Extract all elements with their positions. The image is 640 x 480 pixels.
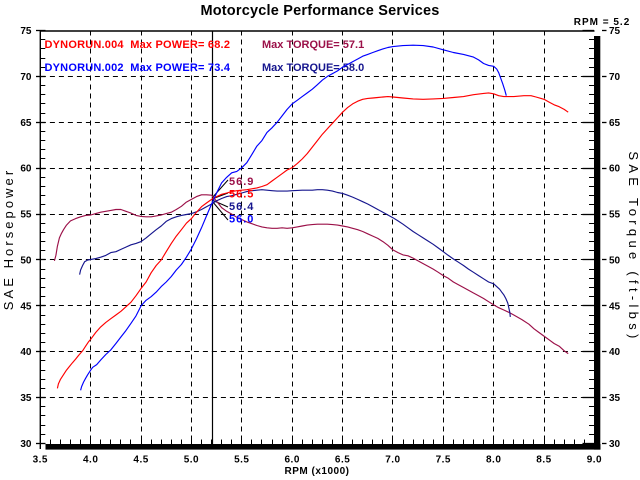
svg-text:45: 45 [20, 301, 32, 312]
svg-text:56.0: 56.0 [229, 214, 254, 226]
svg-text:60: 60 [20, 164, 32, 175]
svg-text:40: 40 [20, 347, 32, 358]
svg-text:35: 35 [20, 393, 32, 404]
svg-text:30: 30 [20, 439, 32, 450]
svg-text:65: 65 [20, 118, 32, 129]
svg-text:55: 55 [609, 210, 621, 221]
svg-text:Max TORQUE= 58.0: Max TORQUE= 58.0 [262, 62, 364, 74]
svg-text:45: 45 [609, 301, 621, 312]
svg-text:70: 70 [20, 72, 32, 83]
svg-text:7.0: 7.0 [385, 455, 400, 466]
svg-text:8.0: 8.0 [486, 455, 501, 466]
svg-text:75: 75 [20, 26, 32, 37]
svg-text:56.9: 56.9 [229, 176, 254, 188]
svg-text:DYNORUN.004 Max POWER= 68.2: DYNORUN.004 Max POWER= 68.2 [45, 39, 231, 51]
svg-text:DYNORUN.002 Max POWER= 73.4: DYNORUN.002 Max POWER= 73.4 [45, 62, 231, 74]
svg-text:8.5: 8.5 [536, 455, 551, 466]
svg-text:6.5: 6.5 [335, 455, 350, 466]
svg-text:9.0: 9.0 [587, 455, 602, 466]
svg-text:RPM = 5.2: RPM = 5.2 [574, 17, 631, 28]
svg-text:Max TORQUE= 57.1: Max TORQUE= 57.1 [262, 39, 364, 51]
svg-text:7.5: 7.5 [436, 455, 451, 466]
svg-text:4.5: 4.5 [133, 455, 148, 466]
svg-text:56.5: 56.5 [229, 189, 254, 201]
svg-text:40: 40 [609, 347, 621, 358]
svg-text:3.5: 3.5 [33, 455, 48, 466]
svg-text:65: 65 [609, 118, 621, 129]
svg-text:50: 50 [20, 256, 32, 267]
svg-text:5.0: 5.0 [184, 455, 199, 466]
svg-text:35: 35 [609, 393, 621, 404]
svg-text:70: 70 [609, 72, 621, 83]
svg-text:55: 55 [20, 210, 32, 221]
svg-text:4.0: 4.0 [83, 455, 98, 466]
svg-text:SAE Torque (ft-lbs): SAE Torque (ft-lbs) [626, 151, 640, 342]
svg-text:5.5: 5.5 [234, 455, 249, 466]
svg-text:60: 60 [609, 164, 621, 175]
svg-text:75: 75 [609, 26, 621, 37]
svg-text:6.0: 6.0 [284, 455, 299, 466]
svg-text:SAE Horsepower: SAE Horsepower [1, 168, 16, 310]
svg-text:RPM (x1000): RPM (x1000) [285, 466, 350, 477]
svg-text:30: 30 [609, 439, 621, 450]
svg-text:Motorcycle Performance Service: Motorcycle Performance Services [200, 3, 439, 19]
svg-text:50: 50 [609, 256, 621, 267]
svg-text:56.4: 56.4 [229, 201, 254, 213]
